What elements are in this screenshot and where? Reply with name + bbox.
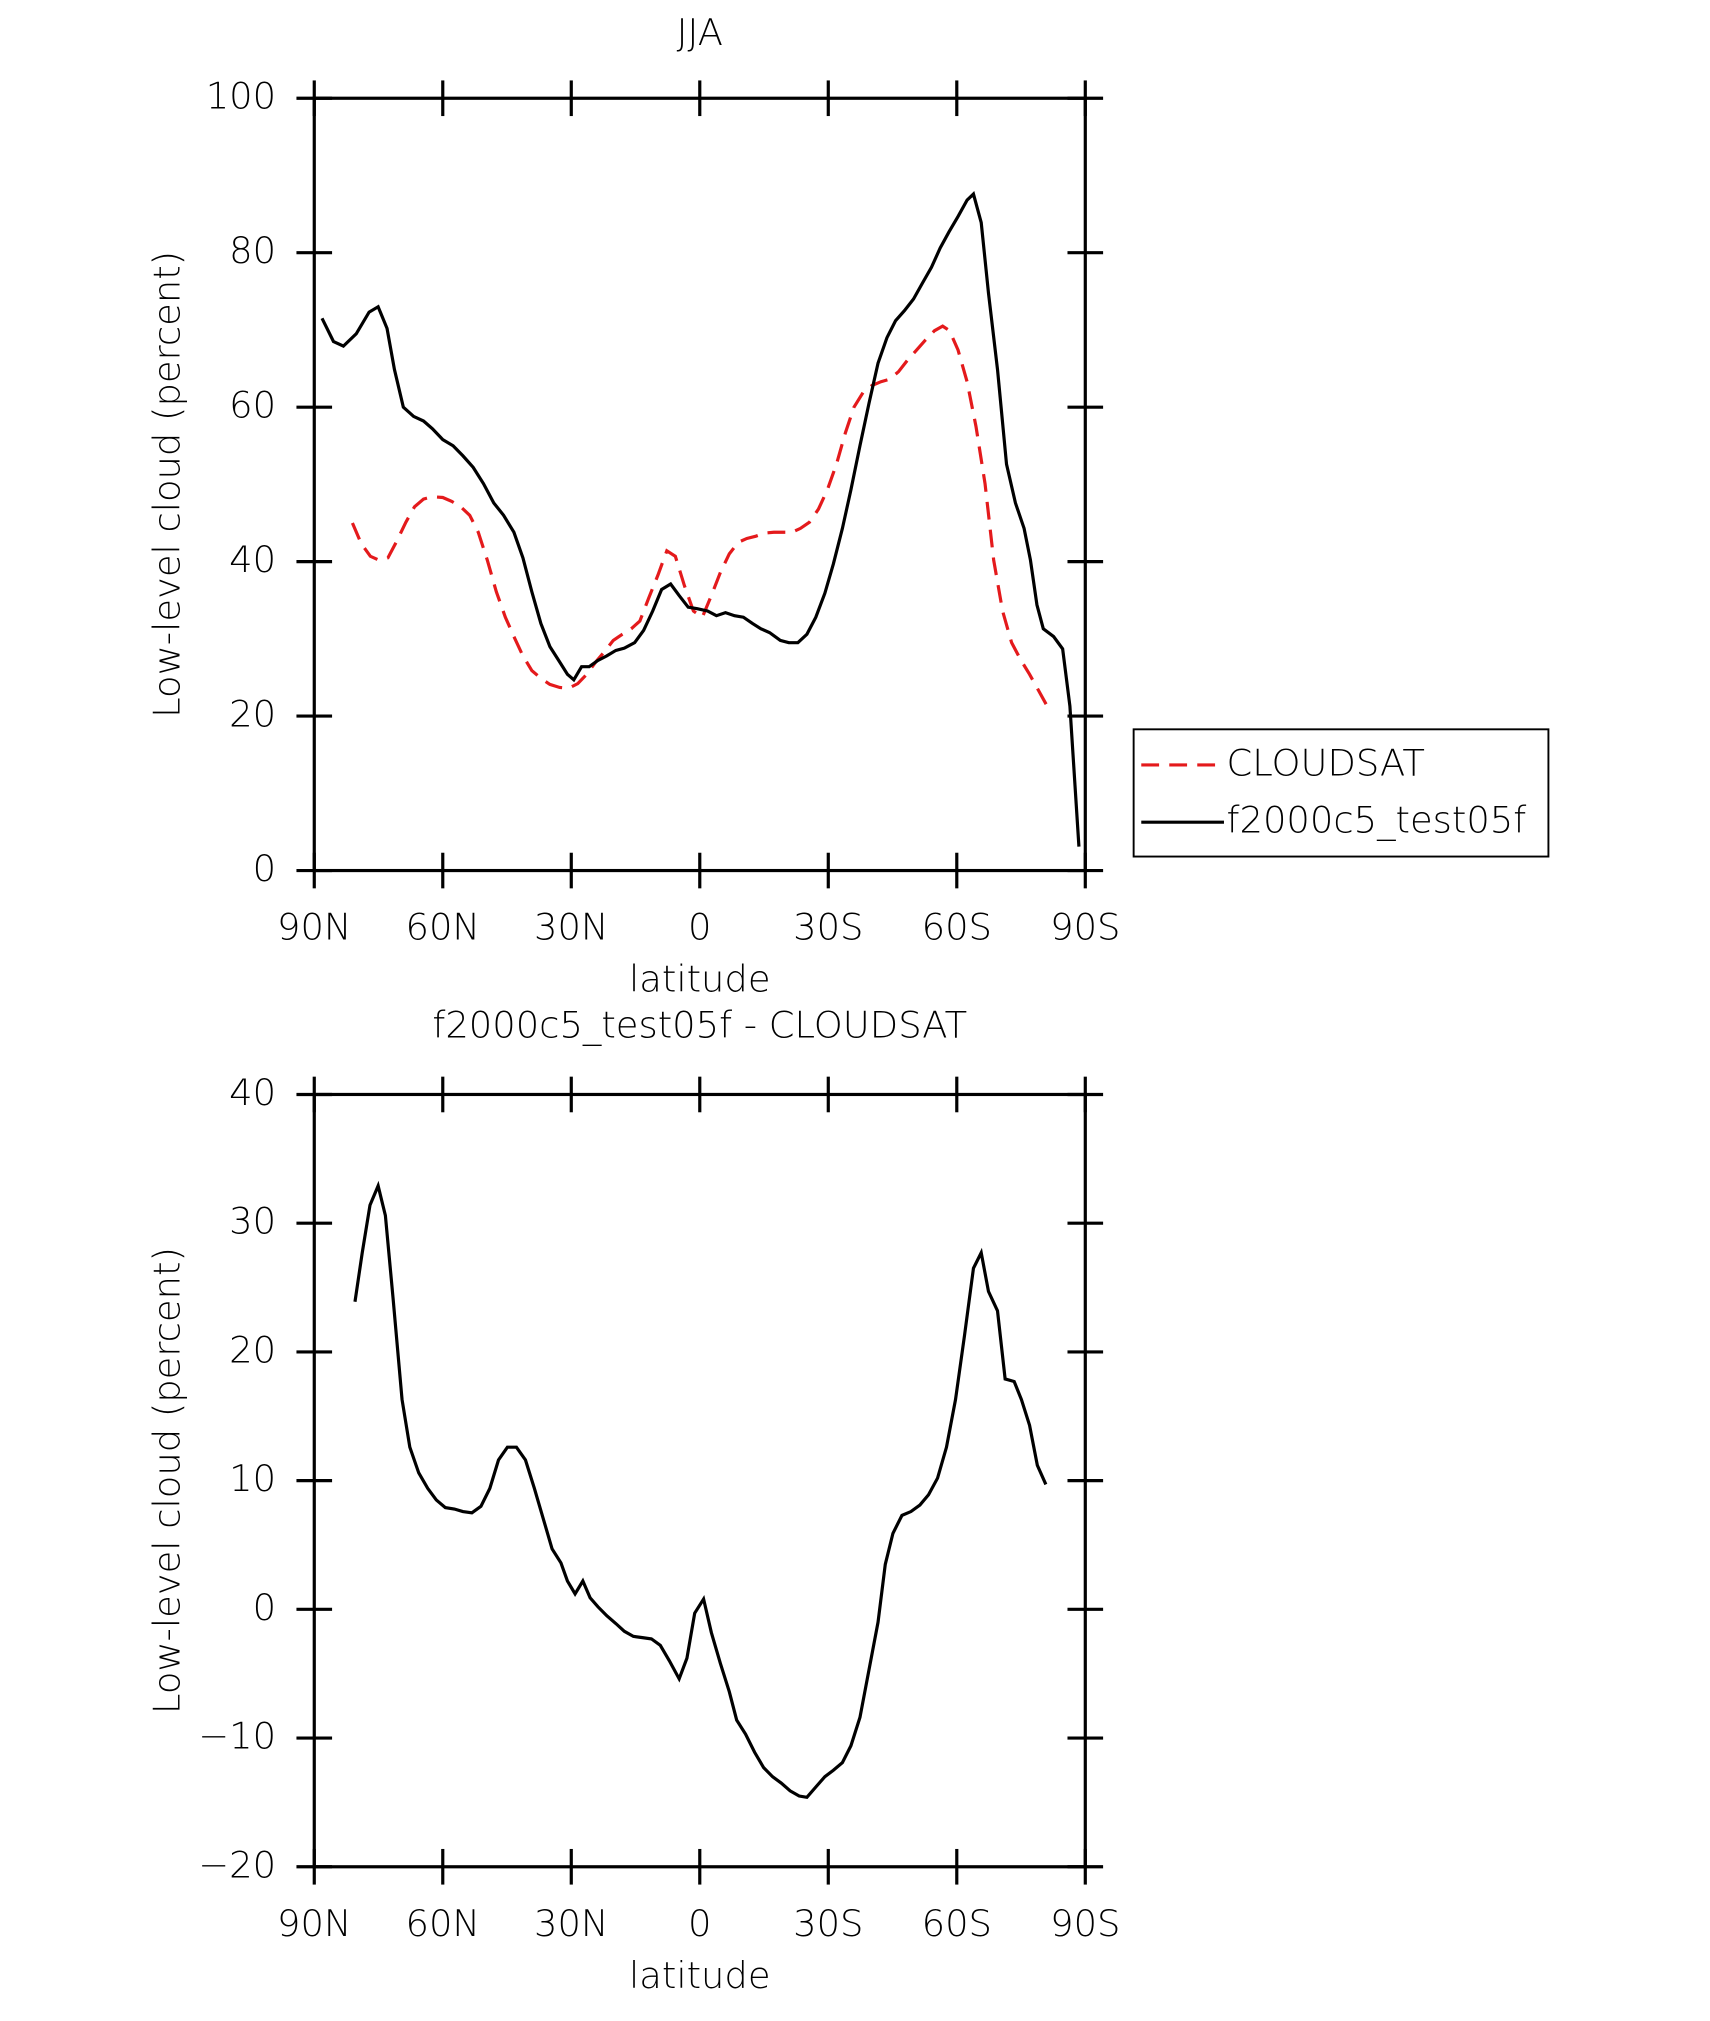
x-tick-label: 90N <box>277 1902 352 1945</box>
x-tick-label: 60N <box>406 906 481 949</box>
x-axis-label: latitude <box>629 1954 770 1997</box>
plot-frame <box>312 96 1087 873</box>
x-tick-label: 90S <box>1050 1902 1120 1945</box>
data-line <box>320 191 1081 847</box>
y-tick-label: 20 <box>229 1328 276 1371</box>
legend-label: CLOUDSAT <box>1227 741 1425 784</box>
plot-frame <box>312 1092 1087 1869</box>
x-tick-label: 60S <box>922 1902 992 1945</box>
x-tick-label: 60S <box>922 906 992 949</box>
y-tick-label: 10 <box>229 1457 276 1500</box>
y-tick-label: 30 <box>229 1200 276 1243</box>
x-tick-label: 90N <box>277 906 352 949</box>
x-tick-label: 30S <box>793 906 863 949</box>
y-tick-label: 100 <box>206 75 276 118</box>
x-tick-label: 60N <box>406 1902 481 1945</box>
y-tick-label: 0 <box>253 847 276 890</box>
x-tick-label: 0 <box>688 906 711 949</box>
x-axis-label: latitude <box>629 958 770 1001</box>
y-tick-label: 40 <box>229 538 276 581</box>
y-tick-label: −20 <box>198 1843 276 1886</box>
legend-box <box>1132 728 1550 858</box>
y-tick-label: 40 <box>229 1071 276 1114</box>
x-tick-label: 30N <box>534 1902 609 1945</box>
y-tick-label: 60 <box>229 384 276 427</box>
y-axis-label: Low-level cloud (percent) <box>146 251 189 718</box>
data-line <box>353 1180 1048 1800</box>
x-tick-label: 30N <box>534 906 609 949</box>
y-tick-label: 0 <box>253 1586 276 1629</box>
data-line <box>350 324 1049 707</box>
x-tick-label: 90S <box>1050 906 1120 949</box>
x-tick-label: 0 <box>688 1902 711 1945</box>
y-axis-label: Low-level cloud (percent) <box>146 1247 189 1714</box>
legend-label: f2000c5_test05f <box>1227 799 1527 843</box>
chart-title: f2000c5_test05f - CLOUDSAT <box>432 1004 967 1048</box>
chart-title: JJA <box>677 11 723 54</box>
y-tick-label: −10 <box>198 1715 276 1758</box>
x-tick-label: 30S <box>793 1902 863 1945</box>
y-tick-label: 80 <box>229 229 276 272</box>
y-tick-label: 20 <box>229 693 276 736</box>
